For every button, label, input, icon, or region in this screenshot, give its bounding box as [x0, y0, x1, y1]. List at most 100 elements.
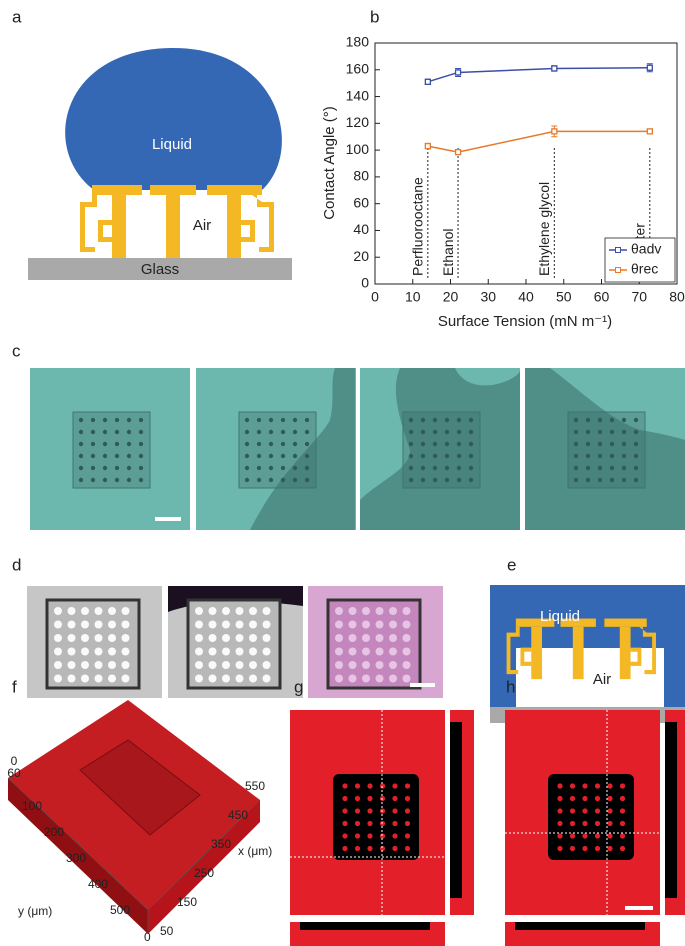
pillar-dot — [68, 648, 76, 656]
pillar-dot — [607, 833, 612, 838]
pillar-dot — [392, 796, 397, 801]
pillar-dot — [349, 675, 357, 683]
pillar-dot — [457, 418, 461, 422]
pillar-dot — [249, 661, 257, 669]
scale-bar — [625, 906, 653, 910]
pillar-dot — [236, 634, 244, 642]
pillar-dot — [595, 808, 600, 813]
pillar-dot — [91, 418, 95, 422]
pillar-dot — [570, 846, 575, 851]
pillar-dot — [457, 478, 461, 482]
pillar-dot — [335, 648, 343, 656]
pillar-dot — [582, 808, 587, 813]
pillar-dot — [607, 796, 612, 801]
y-tick-label: 300 — [66, 851, 86, 865]
pillar-dot — [91, 478, 95, 482]
pillar-dot — [269, 442, 273, 446]
pillar-dot — [257, 430, 261, 434]
pillar-dot — [103, 430, 107, 434]
pillar-dot — [95, 661, 103, 669]
pillar-dot — [582, 783, 587, 788]
pillar-dot — [403, 675, 411, 683]
marker — [552, 129, 557, 134]
pillar-dot — [54, 634, 62, 642]
pillar-dot — [355, 833, 360, 838]
pillar-dot — [557, 846, 562, 851]
y-tick-label: 120 — [346, 114, 370, 130]
pillar-dot — [409, 454, 413, 458]
pillar-dot — [570, 833, 575, 838]
pillar-dot — [236, 661, 244, 669]
pillar-dot — [433, 478, 437, 482]
pattern-square — [568, 412, 645, 488]
side-cut — [450, 722, 462, 898]
pillar-dot — [595, 796, 600, 801]
x-tick-label: 150 — [177, 895, 197, 909]
pillar-dot — [598, 466, 602, 470]
y-tick-label: 200 — [44, 825, 64, 839]
panel-label: a — [12, 7, 22, 26]
x-tick-label: 50 — [556, 289, 572, 305]
marker — [647, 129, 652, 134]
annotation: Perfluorooctane — [410, 177, 426, 276]
pillar-dot — [409, 442, 413, 446]
pillar-dot — [595, 821, 600, 826]
pattern-square — [73, 412, 150, 488]
pillar-dot — [433, 466, 437, 470]
pillar-dot — [349, 607, 357, 615]
pillar-dot — [281, 466, 285, 470]
pillar-dot — [445, 466, 449, 470]
pillar-dot — [570, 821, 575, 826]
pillar-dot — [68, 634, 76, 642]
pillar-dot — [389, 607, 397, 615]
pillar-dot — [281, 454, 285, 458]
pillar-dot — [257, 418, 261, 422]
pillar-dot — [376, 621, 384, 629]
pillar-dot — [108, 661, 116, 669]
panel-label: c — [12, 341, 21, 360]
pattern-square — [239, 412, 316, 488]
pillar-dot — [392, 846, 397, 851]
pillar-dot — [349, 648, 357, 656]
pillar-dot — [269, 454, 273, 458]
pillar-dot — [392, 808, 397, 813]
pillar-dot — [367, 808, 372, 813]
pillar-dot — [349, 621, 357, 629]
pillar-dot — [222, 648, 230, 656]
pillar-dot — [222, 634, 230, 642]
pillar-dot — [634, 454, 638, 458]
panel-label: b — [370, 7, 379, 26]
pillar-dot — [445, 478, 449, 482]
pillar-dot — [557, 796, 562, 801]
pillar-dot — [209, 634, 217, 642]
pillar-dot — [342, 846, 347, 851]
scale-bar — [155, 517, 181, 521]
pillar-dot — [367, 833, 372, 838]
pillar-dot — [376, 607, 384, 615]
pillar-dot — [362, 648, 370, 656]
pillar-dot — [103, 454, 107, 458]
pillar-dot — [269, 478, 273, 482]
pillar-dot — [139, 430, 143, 434]
pillar-dot — [376, 675, 384, 683]
y-tick-label: 80 — [353, 168, 369, 184]
pillar-dot — [249, 621, 257, 629]
pillar-dot — [409, 466, 413, 470]
x-tick-label: 350 — [211, 837, 231, 851]
pillar-dot — [68, 607, 76, 615]
pillar-dot — [586, 442, 590, 446]
y-tick-label: 400 — [88, 877, 108, 891]
bottom-cut — [300, 922, 430, 930]
pillar-dot — [557, 783, 562, 788]
y-tick-label: 40 — [353, 221, 369, 237]
pillar-dot — [557, 833, 562, 838]
pillar-dot — [103, 418, 107, 422]
pillar-dot — [68, 621, 76, 629]
pillar-dot — [335, 675, 343, 683]
pillar-dot — [81, 607, 89, 615]
pillar-dot — [598, 442, 602, 446]
marker — [425, 144, 430, 149]
pillar-dot — [445, 442, 449, 446]
pillar-dot — [249, 648, 257, 656]
marker — [552, 66, 557, 71]
